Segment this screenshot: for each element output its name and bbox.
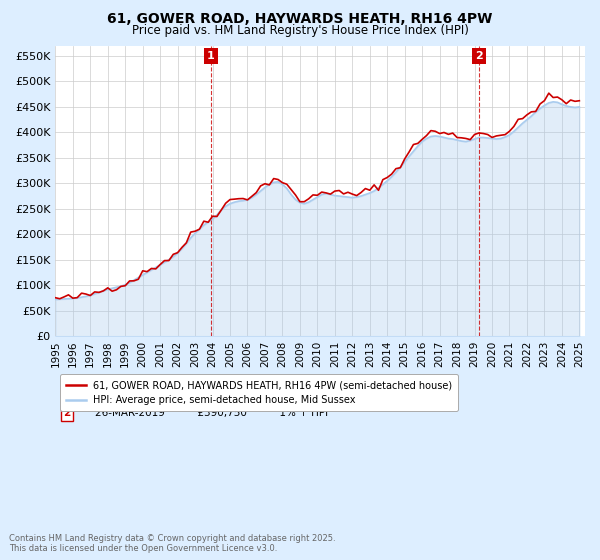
Text: 28-NOV-2003          £231,250          9% ↑ HPI: 28-NOV-2003 £231,250 9% ↑ HPI (95, 389, 328, 399)
Text: 2: 2 (475, 51, 483, 61)
Text: 1: 1 (63, 389, 71, 399)
Legend: 61, GOWER ROAD, HAYWARDS HEATH, RH16 4PW (semi-detached house), HPI: Average pri: 61, GOWER ROAD, HAYWARDS HEATH, RH16 4PW… (60, 375, 458, 411)
Text: 1: 1 (207, 51, 215, 61)
Text: 61, GOWER ROAD, HAYWARDS HEATH, RH16 4PW: 61, GOWER ROAD, HAYWARDS HEATH, RH16 4PW (107, 12, 493, 26)
Text: Price paid vs. HM Land Registry's House Price Index (HPI): Price paid vs. HM Land Registry's House … (131, 24, 469, 37)
Text: Contains HM Land Registry data © Crown copyright and database right 2025.
This d: Contains HM Land Registry data © Crown c… (9, 534, 335, 553)
Text: 26-MAR-2019          £390,750          1% ↑ HPI: 26-MAR-2019 £390,750 1% ↑ HPI (95, 408, 328, 418)
Text: 2: 2 (63, 408, 71, 418)
